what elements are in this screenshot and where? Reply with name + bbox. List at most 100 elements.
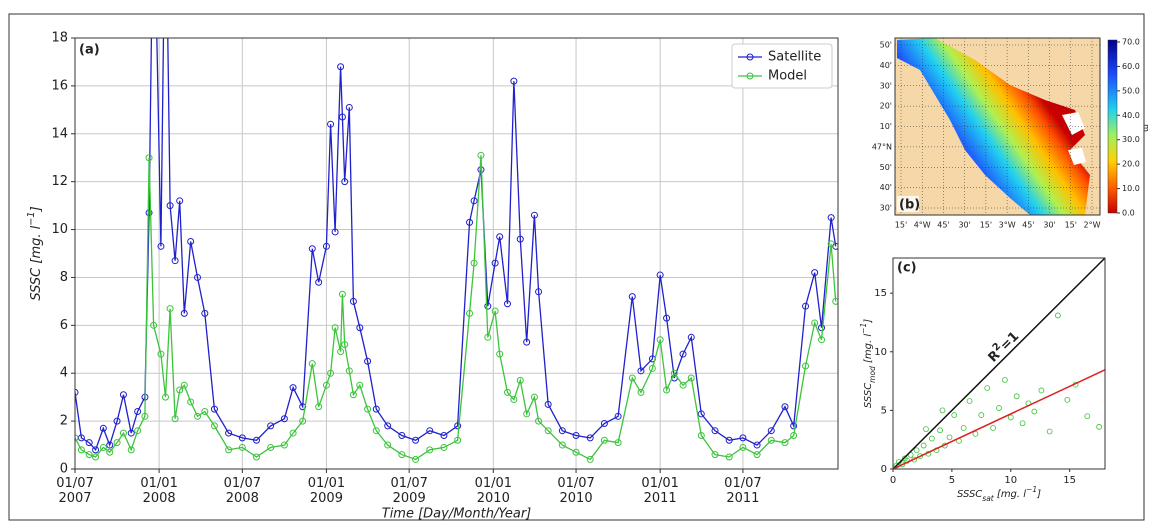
series-marker <box>267 422 275 430</box>
y-tick-label: 14 <box>51 126 68 141</box>
series-marker <box>572 431 580 439</box>
series-marker <box>171 415 179 423</box>
scatter-point <box>920 442 927 449</box>
x-axis-label-part: −1 <box>1026 485 1037 494</box>
series-marker <box>171 257 179 265</box>
series-marker <box>697 410 705 418</box>
y-axis-label: SSSCmod [mg. l−1] <box>859 319 877 408</box>
series-marker <box>440 443 448 451</box>
map-island <box>1062 112 1085 135</box>
x-axis-label-part: SSSC <box>957 489 982 500</box>
y-tick-label: 12 <box>51 174 68 189</box>
series-marker <box>503 300 511 308</box>
series-marker <box>535 288 543 296</box>
series-marker <box>811 269 819 277</box>
lon-label: 45' <box>937 221 949 230</box>
x-axis-label-part: sat <box>982 494 995 503</box>
y-tick-label: 6 <box>60 318 68 333</box>
series-marker <box>315 278 323 286</box>
series-marker <box>811 319 819 327</box>
series-marker <box>331 324 339 332</box>
plot-area <box>893 258 1105 469</box>
series-marker <box>679 350 687 358</box>
scatter-point <box>966 398 973 404</box>
series-marker <box>157 350 165 358</box>
scatter-point <box>1096 423 1103 430</box>
series-marker <box>484 333 492 341</box>
series-marker <box>299 417 307 425</box>
series-marker <box>210 422 218 430</box>
series-marker <box>827 240 835 248</box>
series-marker <box>781 403 789 411</box>
series-marker <box>470 197 478 205</box>
series-marker <box>119 391 127 399</box>
series-marker <box>322 242 330 250</box>
series-marker <box>166 202 174 210</box>
scatter-point <box>899 461 906 468</box>
series-marker <box>426 446 434 454</box>
series-marker <box>349 297 357 305</box>
series-marker <box>725 453 733 461</box>
axes-frame <box>74 37 839 470</box>
legend-box <box>731 43 833 89</box>
colorbar-label: 20.0 <box>1122 160 1140 169</box>
scatter-point <box>1001 377 1008 383</box>
series-marker <box>586 434 594 442</box>
y-tick-label: 2 <box>60 414 68 429</box>
series-marker <box>670 369 678 377</box>
series-marker <box>180 309 188 317</box>
series-marker <box>496 350 504 358</box>
series-marker <box>127 446 135 454</box>
series-marker <box>558 441 566 449</box>
lon-label: 30' <box>958 221 970 230</box>
series-marker <box>372 427 380 435</box>
series-marker <box>364 405 372 413</box>
lon-label: 4°W <box>914 221 931 230</box>
series-marker <box>162 393 170 401</box>
colorbar-label: 70.0 <box>1122 38 1140 47</box>
legend-marker <box>746 53 754 61</box>
scatter-point <box>978 412 985 418</box>
series-marker <box>141 412 149 420</box>
fit-line <box>893 369 1105 469</box>
series-marker <box>267 443 275 451</box>
x-tick-label: 01/01 2011 <box>641 476 678 506</box>
x-tick-label: 5 <box>949 475 955 486</box>
series-marker <box>491 307 499 315</box>
x-axis-label: Time [Day/Month/Year] <box>382 507 532 522</box>
y-tick-label: 0 <box>60 462 68 477</box>
scatter-point <box>1084 413 1091 420</box>
series-marker <box>790 422 798 430</box>
colorbar-label: 40.0 <box>1122 111 1140 120</box>
lon-label: 15' <box>980 221 992 230</box>
x-tick-label: 01/07 2010 <box>557 476 594 506</box>
series-marker <box>628 293 636 301</box>
colorbar <box>1107 39 1118 214</box>
panel-a: 0 2 4 6 8 10 12 14 16 18 01/07 2007 01/01 2008 01/07 20… <box>26 31 839 522</box>
series-marker <box>338 290 346 298</box>
series-marker <box>753 441 761 449</box>
scatter-point <box>1013 393 1020 400</box>
y-tick-label: 10 <box>51 222 68 237</box>
lon-label: 30' <box>1043 221 1055 230</box>
series-marker <box>338 113 346 121</box>
y-axis-label: SSSC [mg. l−1] <box>26 206 44 300</box>
colorbar-label: 10.0 <box>1122 184 1140 193</box>
series-marker <box>687 374 695 382</box>
series-marker <box>477 151 485 159</box>
series-marker <box>308 245 316 253</box>
series-marker <box>530 211 538 219</box>
lon-label: 3°W <box>999 221 1016 230</box>
x-axis-label-part: ] <box>1036 489 1041 500</box>
series-marker <box>767 436 775 444</box>
series-marker <box>92 446 100 454</box>
x-tick-label: 01/01 2010 <box>475 476 512 506</box>
series-marker <box>341 178 349 186</box>
x-tick-label: 01/07 2011 <box>724 476 761 506</box>
series-marker <box>315 403 323 411</box>
series-marker <box>356 381 364 389</box>
series-marker <box>356 324 364 332</box>
series-marker <box>818 324 826 332</box>
series-marker <box>600 420 608 428</box>
series-marker <box>656 336 664 344</box>
